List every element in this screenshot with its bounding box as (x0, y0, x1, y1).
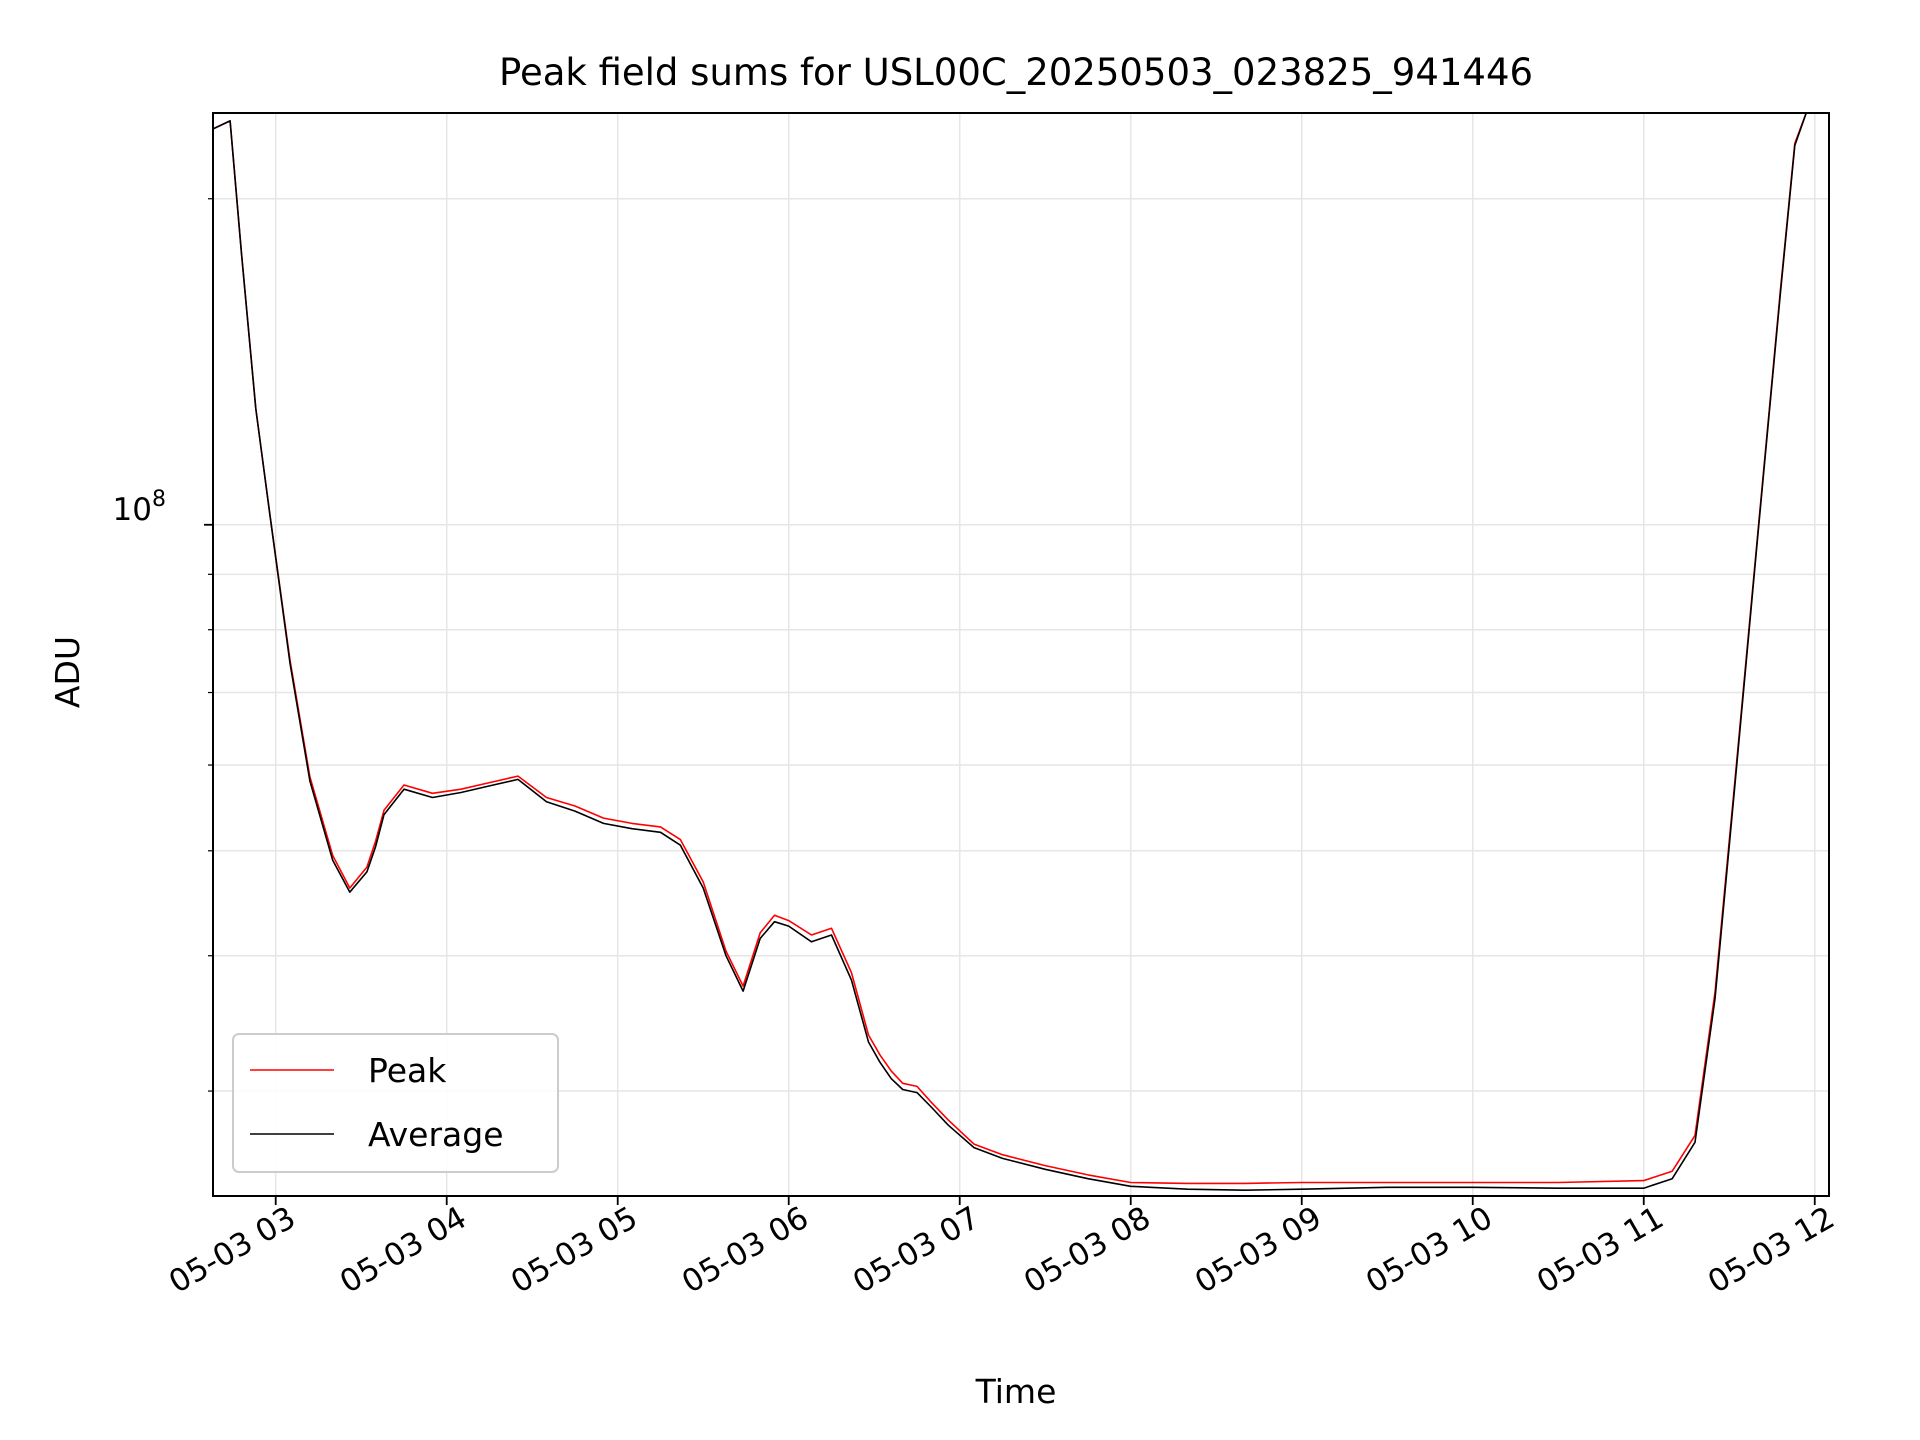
x-axis-label: Time (975, 1372, 1057, 1411)
legend: Peak Average (232, 1033, 559, 1173)
y-axis-label: ADU (48, 636, 87, 708)
plot-frame (212, 112, 1830, 1197)
grid (213, 113, 1829, 1196)
series-lines (212, 112, 1807, 1191)
svg-text:108: 108 (113, 487, 166, 528)
legend-label-average: Average (368, 1115, 504, 1154)
chart-title: Peak field sums for USL00C_20250503_0238… (499, 51, 1533, 94)
legend-box (232, 1033, 559, 1173)
y-tick-base: 10 (113, 492, 152, 528)
legend-label-peak: Peak (368, 1051, 447, 1090)
series-line-peak (212, 112, 1807, 1185)
y-tick-label-1e8: 108 (113, 487, 166, 528)
y-tick-exponent: 8 (152, 487, 166, 512)
series-line-average (212, 112, 1807, 1191)
